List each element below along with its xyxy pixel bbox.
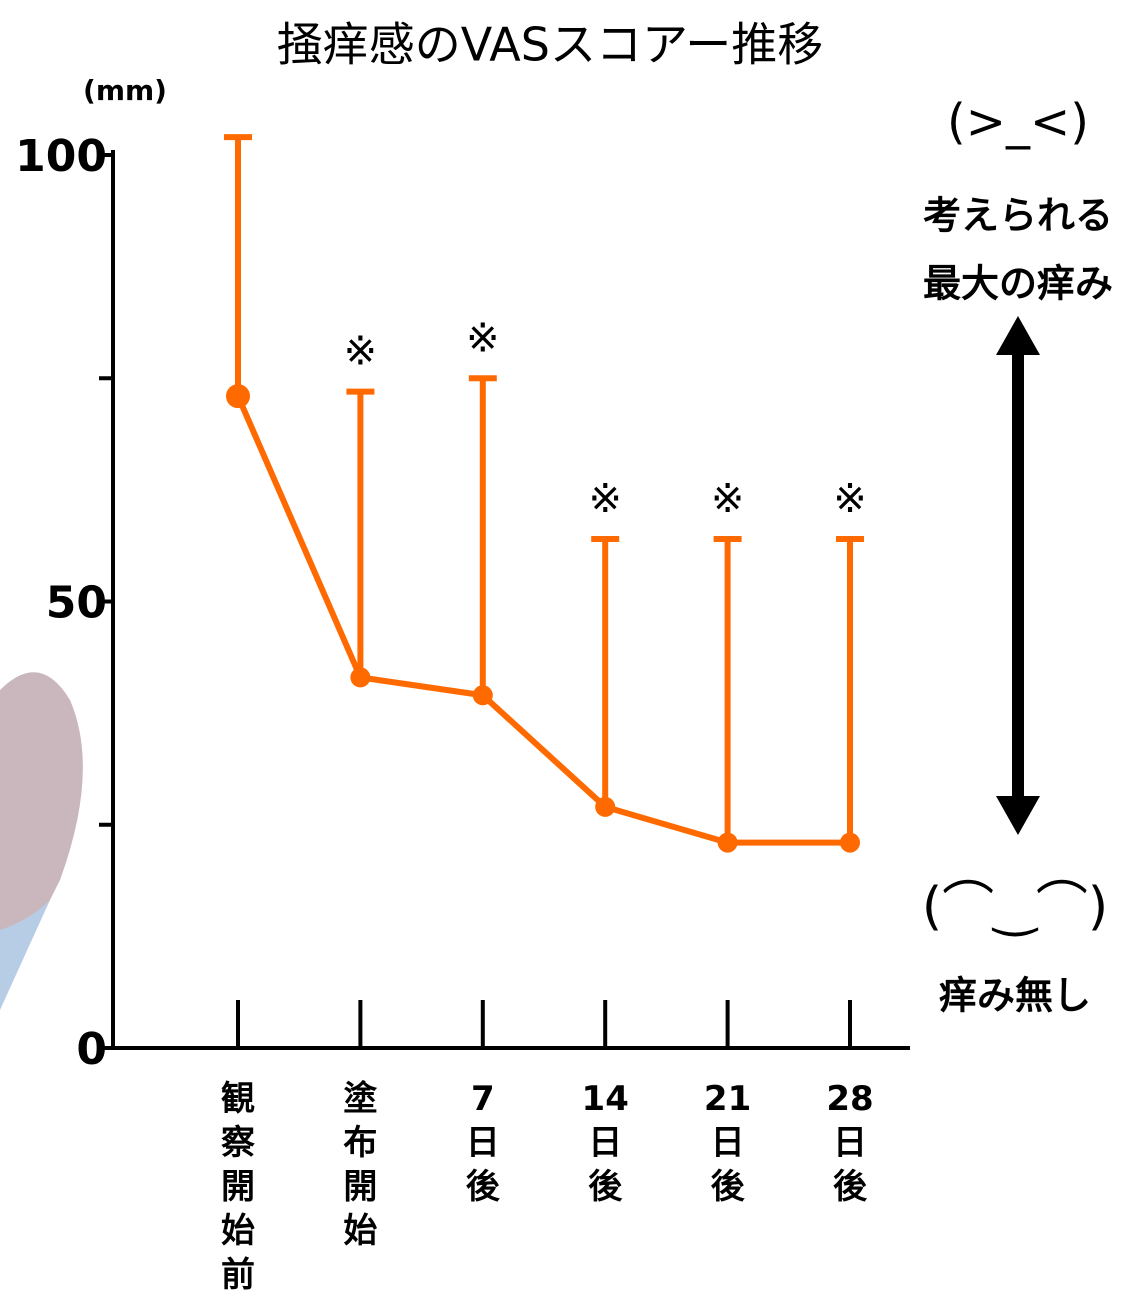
unit-label: (mm) [83,74,167,107]
x-tick-label-part: 察 [221,1123,255,1163]
background-photo [0,672,83,1000]
x-tick-label-part: 始 [343,1211,377,1251]
x-tick-label-part: 観 [221,1079,255,1119]
x-tick-label-part: 21 [704,1079,751,1119]
x-tick-label-part: 開 [343,1167,377,1207]
x-tick-label-part: 14 [582,1079,629,1119]
y-tick-label: 100 [15,131,107,182]
data-point [350,667,371,688]
top-label: 考えられる [923,194,1113,238]
x-tick-label-part: 日 [588,1123,622,1163]
x-tick-label-part: 布 [343,1123,377,1163]
x-tick-label-part: 後 [711,1167,746,1207]
x-tick-label-part: 後 [588,1167,623,1207]
x-tick-label: 21 日後 [704,1079,751,1207]
arrow-head [996,796,1040,835]
x-tick-label-part: 塗 [343,1079,377,1119]
x-tick-label: 塗布開始 [343,1079,377,1251]
x-tick-label-part: 28 [826,1079,873,1119]
data-point [840,832,860,853]
arrow-head [996,316,1040,355]
x-tick-label: 観察開始前 [221,1079,255,1295]
bottom-label: 痒み無し [939,974,1091,1018]
x-tick-label: 14 日後 [582,1079,629,1207]
data-point [472,685,493,706]
x-tick-label: 7 日後 [466,1079,501,1207]
x-tick-label-part: 前 [221,1255,255,1295]
y-tick-label: 0 [76,1024,107,1075]
x-tick-label-part: 始 [221,1211,255,1251]
significance-mark: ※ [711,476,745,522]
top-face: (>_<) [947,94,1089,150]
significance-mark: ※ [344,329,378,375]
x-tick-label-part: 7 [471,1079,495,1119]
x-tick-label: 28 日後 [826,1079,873,1207]
x-tick-label-part: 後 [466,1167,501,1207]
x-tick-label-part: 日 [466,1123,500,1163]
data-line [235,394,850,846]
x-tick-label-part: 開 [221,1167,255,1207]
y-tick-label: 50 [46,578,107,629]
significance-mark: ※ [833,476,867,522]
bottom-face: (⌒‿⌒) [922,877,1108,937]
chart-title: 掻痒感のVASスコアー推移 [277,18,823,72]
data-point [226,384,250,409]
background-photo-sky [0,900,50,1010]
x-tick-label-part: 日 [833,1123,867,1163]
significance-mark: ※ [588,476,622,522]
significance-mark: ※ [466,315,500,361]
x-tick-label-part: 日 [711,1123,745,1163]
top-label: 最大の痒み [923,262,1113,306]
data-point [717,832,738,853]
x-tick-label-part: 後 [833,1167,868,1207]
data-point [595,796,616,817]
